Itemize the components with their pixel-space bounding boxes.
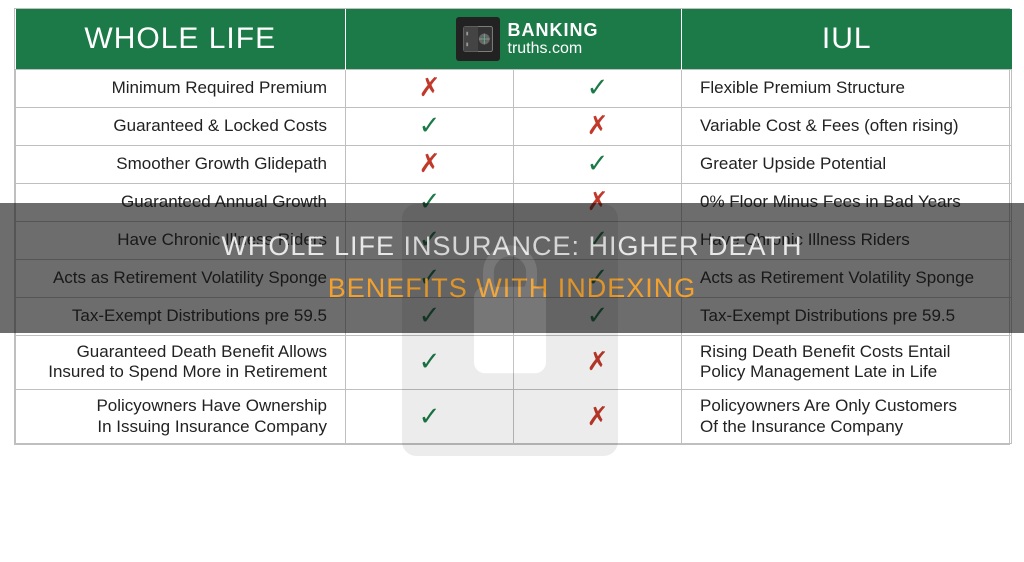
brand-text: BANKING truths.com — [508, 21, 599, 57]
cross-icon: ✗ — [346, 69, 514, 107]
headline-text: WHOLE LIFE INSURANCE: HIGHER DEATH BENEF… — [221, 226, 802, 310]
headline-overlay: WHOLE LIFE INSURANCE: HIGHER DEATH BENEF… — [0, 203, 1024, 333]
row-right-label: Rising Death Benefit Costs EntailPolicy … — [682, 335, 1012, 389]
row-right-label: Policyowners Are Only CustomersOf the In… — [682, 389, 1012, 443]
row-left-label: Smoother Growth Glidepath — [16, 145, 346, 183]
row-right-label: Greater Upside Potential — [682, 145, 1012, 183]
brand-logo: BANKING truths.com — [359, 8, 695, 70]
headline-line2: BENEFITS WITH INDEXING — [221, 268, 802, 310]
header-iul: IUL — [682, 9, 1012, 69]
check-icon: ✓ — [346, 389, 514, 443]
brand-line2: truths.com — [508, 41, 599, 57]
row-right-label: Flexible Premium Structure — [682, 69, 1012, 107]
table-row: Policyowners Have OwnershipIn Issuing In… — [16, 389, 1012, 443]
vault-icon — [456, 17, 500, 61]
cross-icon: ✗ — [514, 107, 682, 145]
brand-line1: BANKING — [508, 21, 599, 39]
headline-line1: WHOLE LIFE INSURANCE: HIGHER DEATH — [221, 226, 802, 268]
row-left-label: Guaranteed & Locked Costs — [16, 107, 346, 145]
page: BANKING truths.com WHOLE LIFE IUL Minimu… — [0, 0, 1024, 562]
table-row: Guaranteed & Locked Costs✓✗Variable Cost… — [16, 107, 1012, 145]
table-row: Smoother Growth Glidepath✗✓Greater Upsid… — [16, 145, 1012, 183]
cross-icon: ✗ — [514, 389, 682, 443]
row-right-label: Variable Cost & Fees (often rising) — [682, 107, 1012, 145]
cross-icon: ✗ — [346, 145, 514, 183]
table-row: Guaranteed Death Benefit AllowsInsured t… — [16, 335, 1012, 389]
check-icon: ✓ — [514, 145, 682, 183]
check-icon: ✓ — [346, 107, 514, 145]
check-icon: ✓ — [346, 335, 514, 389]
row-left-label: Guaranteed Death Benefit AllowsInsured t… — [16, 335, 346, 389]
table-row: Minimum Required Premium✗✓Flexible Premi… — [16, 69, 1012, 107]
cross-icon: ✗ — [514, 335, 682, 389]
row-left-label: Policyowners Have OwnershipIn Issuing In… — [16, 389, 346, 443]
row-left-label: Minimum Required Premium — [16, 69, 346, 107]
header-whole-life: WHOLE LIFE — [16, 9, 346, 69]
check-icon: ✓ — [514, 69, 682, 107]
